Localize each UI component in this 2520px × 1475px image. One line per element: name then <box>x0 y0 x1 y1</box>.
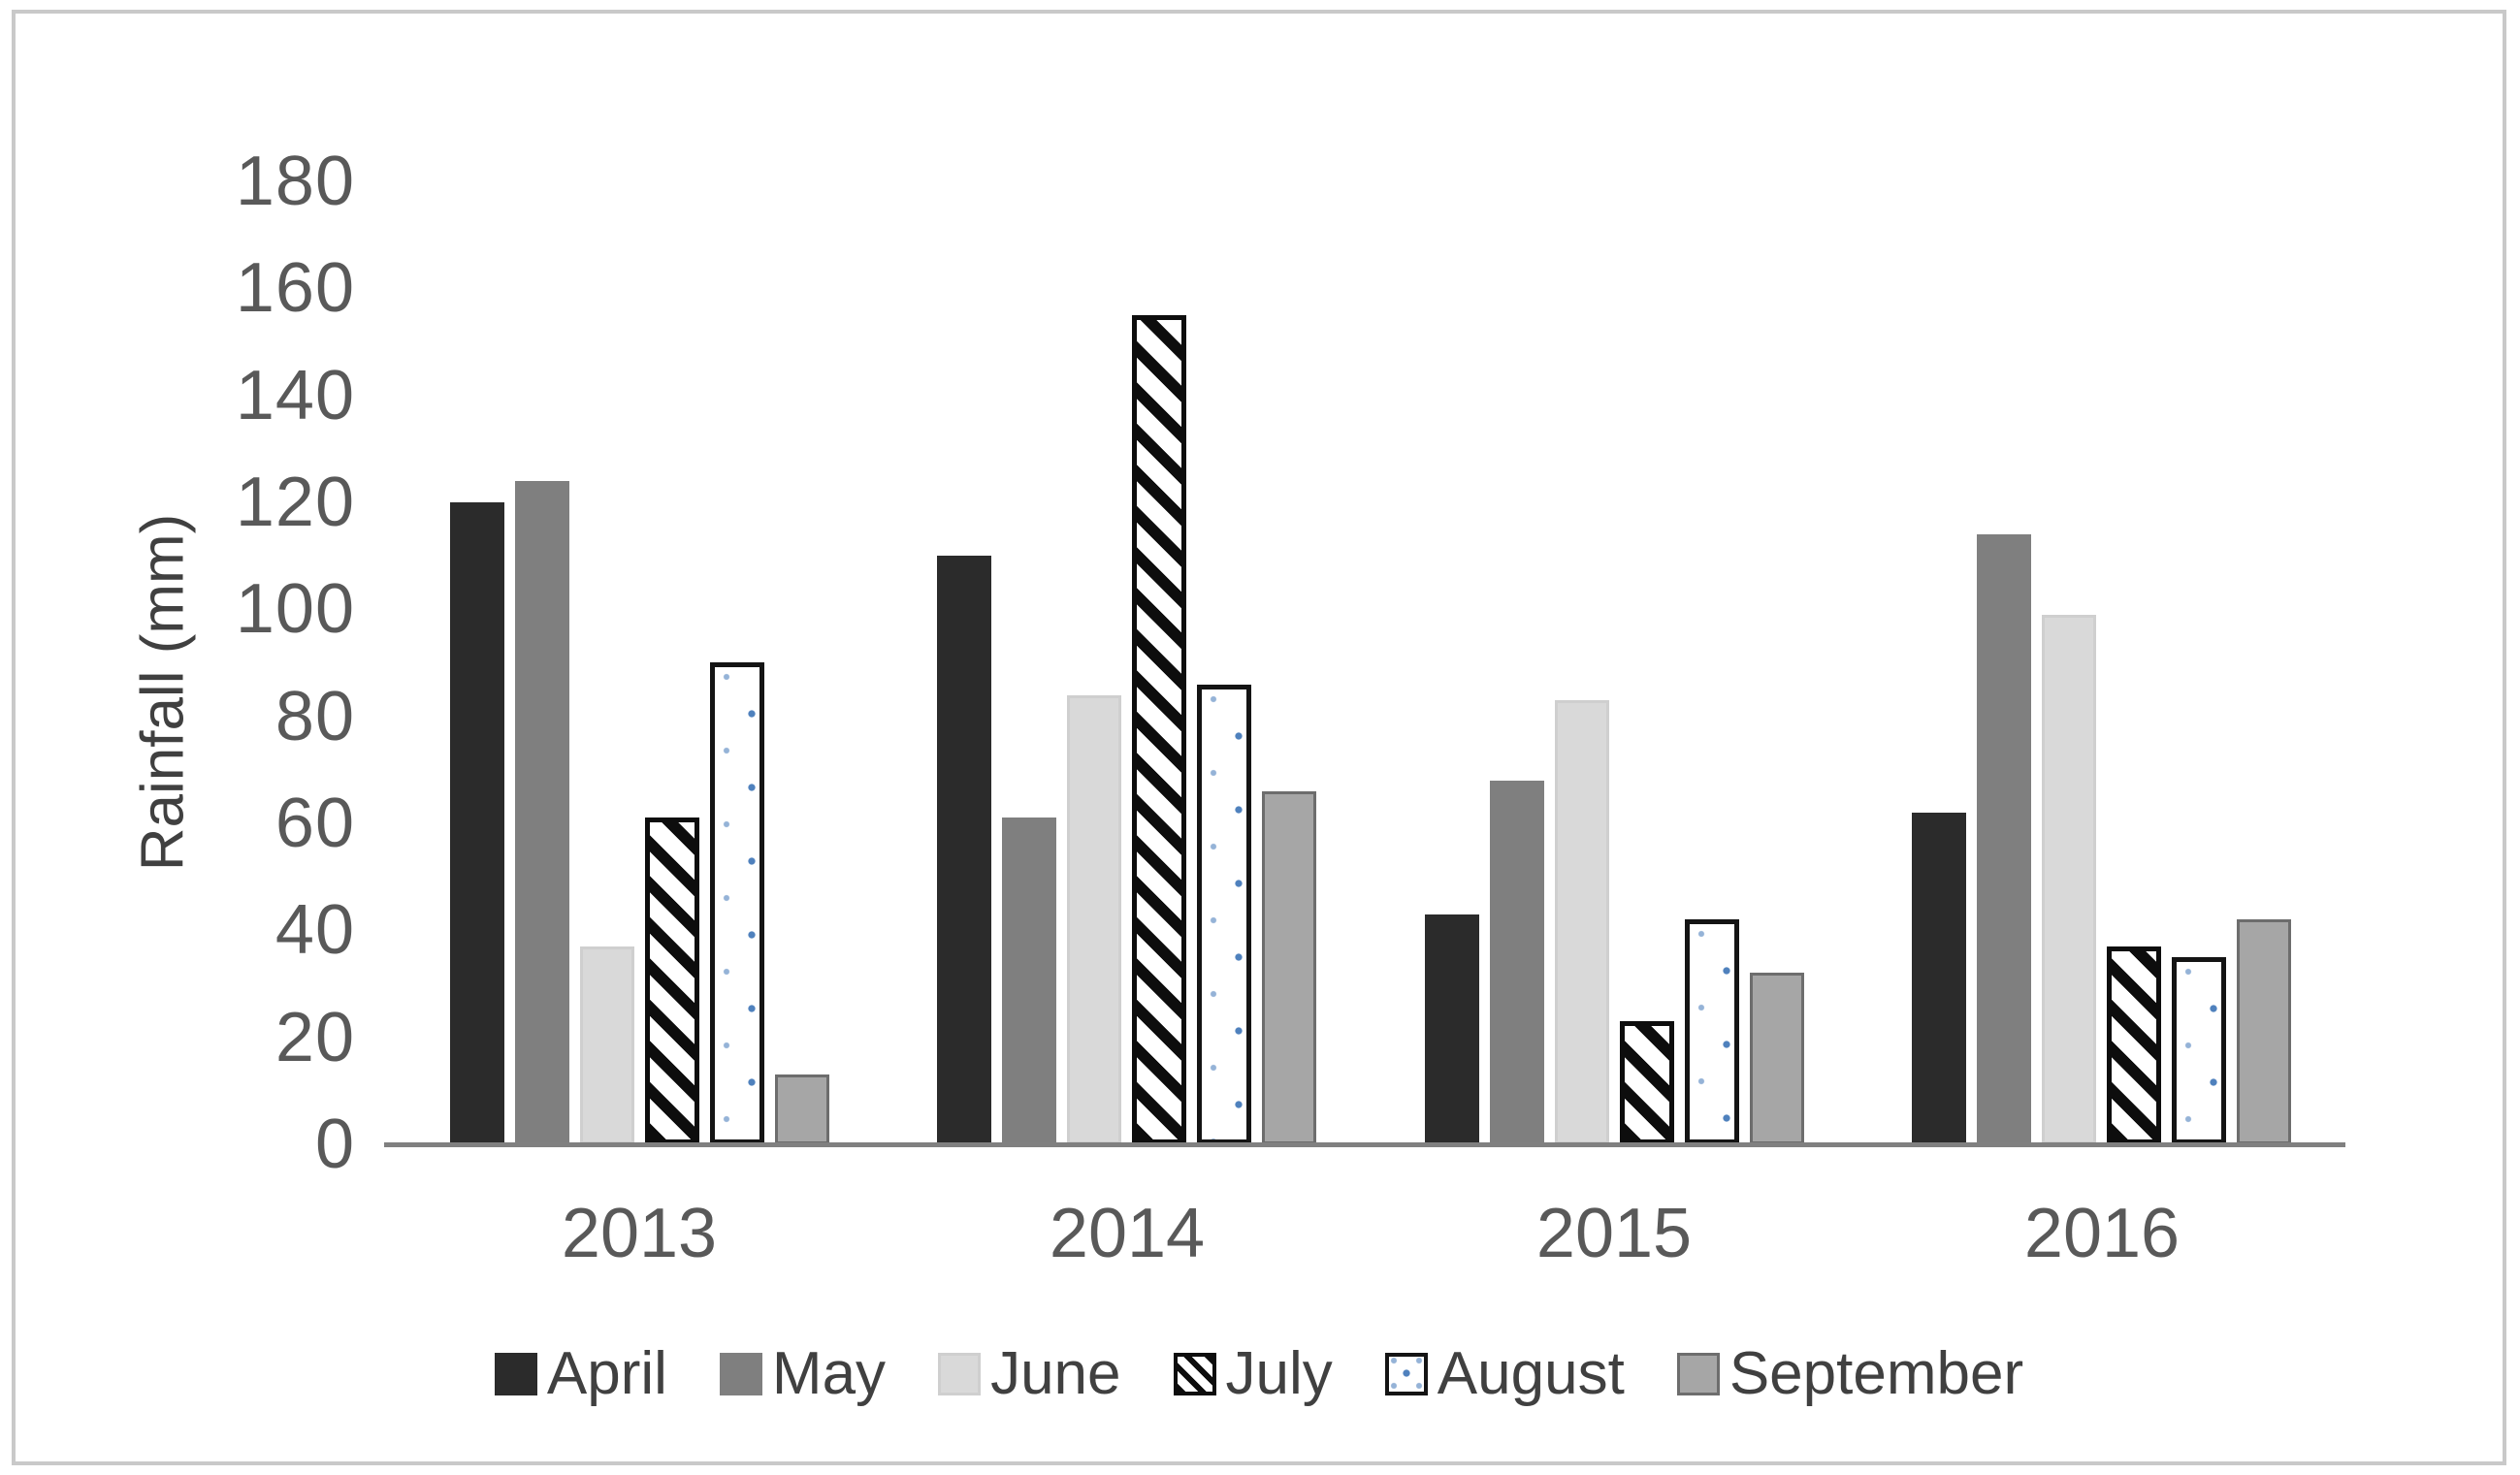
legend-item-august: August <box>1384 1340 1625 1407</box>
bar-august-2015 <box>1685 919 1739 1144</box>
bar-july-2016 <box>2107 946 2161 1144</box>
x-tick-label-2013: 2013 <box>561 1195 718 1272</box>
y-tick-label-100: 100 <box>235 570 355 649</box>
bar-july-2013 <box>645 818 699 1144</box>
bar-september-2013 <box>775 1074 829 1144</box>
legend-swatch-august <box>1384 1353 1428 1395</box>
y-tick-label-60: 60 <box>275 785 355 862</box>
bar-may-2016 <box>1977 534 2031 1144</box>
x-tick-label-2015: 2015 <box>1535 1195 1693 1272</box>
bar-may-2013 <box>515 481 569 1144</box>
legend-item-june: June <box>938 1340 1121 1407</box>
legend-swatch-june <box>938 1353 982 1395</box>
legend-swatch-september <box>1676 1353 1720 1395</box>
legend: April May June July August September <box>16 1344 2503 1404</box>
bar-august-2016 <box>2172 957 2226 1144</box>
x-tick-label-2014: 2014 <box>1049 1195 1206 1272</box>
bar-september-2015 <box>1750 973 1804 1144</box>
bar-april-2014 <box>937 556 991 1144</box>
bar-september-2016 <box>2237 919 2291 1144</box>
bar-july-2014 <box>1132 315 1186 1144</box>
y-tick-label-20: 20 <box>275 998 355 1076</box>
legend-swatch-april <box>494 1353 537 1395</box>
x-axis-line <box>384 1142 2345 1147</box>
legend-item-september: September <box>1676 1340 2024 1407</box>
y-tick-label-0: 0 <box>314 1106 355 1183</box>
legend-swatch-july <box>1173 1353 1216 1395</box>
bar-april-2015 <box>1425 914 1479 1144</box>
bar-april-2016 <box>1912 813 1966 1144</box>
legend-label-may: May <box>771 1340 887 1407</box>
y-tick-label-160: 160 <box>235 249 355 328</box>
bar-june-2015 <box>1555 700 1609 1144</box>
plot-area: 0 20 40 60 80 100 120 140 160 180 Rainfall (mm) 2… <box>16 14 2503 1461</box>
bar-april-2013 <box>450 502 504 1144</box>
legend-item-july: July <box>1173 1340 1333 1407</box>
bar-june-2014 <box>1067 695 1121 1144</box>
bar-july-2015 <box>1620 1021 1674 1144</box>
figure-frame: 0 20 40 60 80 100 120 140 160 180 Rainfall (mm) 2… <box>12 10 2506 1465</box>
legend-label-june: June <box>990 1340 1121 1407</box>
y-tick-label-80: 80 <box>275 677 355 755</box>
bar-may-2015 <box>1490 781 1544 1144</box>
bar-september-2014 <box>1262 791 1316 1144</box>
legend-label-september: September <box>1728 1340 2024 1407</box>
y-axis-title: Rainfall (mm) <box>129 513 197 872</box>
x-tick-label-2016: 2016 <box>2023 1195 2181 1272</box>
legend-label-july: July <box>1225 1340 1333 1407</box>
y-tick-label-120: 120 <box>235 464 355 541</box>
bar-may-2014 <box>1002 818 1056 1144</box>
legend-swatch-may <box>719 1353 762 1395</box>
y-tick-label-180: 180 <box>235 143 355 220</box>
legend-item-may: May <box>719 1340 887 1407</box>
y-tick-label-40: 40 <box>275 891 355 970</box>
legend-label-august: August <box>1437 1340 1625 1407</box>
bar-august-2013 <box>710 662 764 1144</box>
legend-label-april: April <box>546 1340 667 1407</box>
bar-june-2013 <box>580 946 634 1144</box>
bar-june-2016 <box>2042 615 2096 1144</box>
legend-item-april: April <box>494 1340 667 1407</box>
bar-august-2014 <box>1197 685 1251 1144</box>
y-tick-label-140: 140 <box>235 356 355 434</box>
